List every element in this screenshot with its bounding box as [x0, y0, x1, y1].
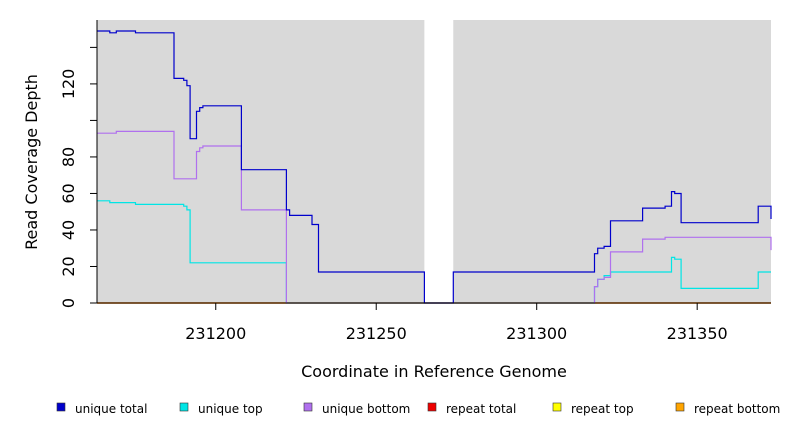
legend-label: repeat bottom: [694, 402, 780, 416]
x-tick-label: 231300: [506, 324, 567, 343]
legend-label: unique top: [198, 402, 263, 416]
y-tick-label: 20: [59, 256, 78, 276]
x-tick-label: 231350: [667, 324, 728, 343]
y-tick-label: 40: [59, 220, 78, 240]
legend-label: unique bottom: [322, 402, 410, 416]
coverage-gap: [424, 20, 454, 303]
legend-swatch: [552, 402, 562, 412]
x-tick-label: 231200: [185, 324, 246, 343]
y-tick-label: 120: [59, 69, 78, 100]
legend-swatch: [427, 402, 437, 412]
legend-label: unique total: [75, 402, 147, 416]
legend-swatch: [675, 402, 685, 412]
series-line-unique-total: [97, 30, 772, 304]
y-tick-label: 60: [59, 183, 78, 203]
legend-label: repeat top: [571, 402, 634, 416]
y-tick-label: 80: [59, 147, 78, 167]
y-tick-label: 0: [59, 298, 78, 308]
x-axis-title: Coordinate in Reference Genome: [301, 362, 567, 381]
x-tick-label: 231250: [346, 324, 407, 343]
legend-swatch: [56, 402, 66, 412]
legend-label: repeat total: [446, 402, 516, 416]
y-axis-title: Read Coverage Depth: [22, 74, 41, 250]
legend-swatch: [179, 402, 189, 412]
legend-swatch: [303, 402, 313, 412]
